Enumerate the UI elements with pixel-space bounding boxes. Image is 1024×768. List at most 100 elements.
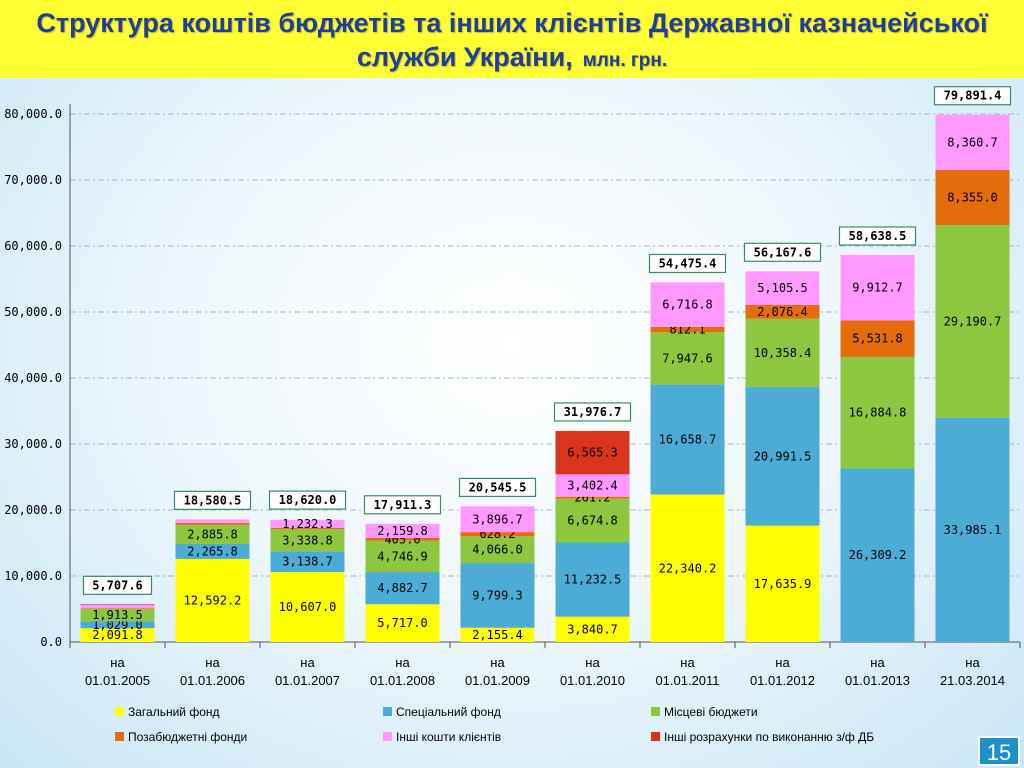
bar-segment xyxy=(460,506,535,533)
total-label: 58,638.5 xyxy=(849,229,907,243)
bar-segment xyxy=(365,538,440,541)
bar-data-label: 3,896.7 xyxy=(472,512,523,526)
total-label: 18,620.0 xyxy=(279,493,337,507)
bar-segment xyxy=(365,523,440,539)
bar-data-label: 17,635.9 xyxy=(754,577,812,591)
bar-segment xyxy=(650,332,725,385)
bar-segment xyxy=(175,524,250,544)
legend-label: Загальний фонд xyxy=(128,705,220,719)
slide-title-line2-text: служби України, xyxy=(356,42,573,72)
bar-segment xyxy=(935,225,1010,418)
bar-segment xyxy=(80,608,155,622)
y-tick-label: 50,000.0 xyxy=(4,305,62,319)
bar-segment xyxy=(745,318,820,388)
bar-data-label: 2,885.8 xyxy=(187,527,238,541)
legend-swatch xyxy=(651,732,660,741)
bar-segment xyxy=(650,326,725,333)
bar-segment xyxy=(270,519,345,528)
bar-segment xyxy=(175,519,250,523)
bar-data-label: 20,991.5 xyxy=(754,449,812,463)
bar-segment xyxy=(460,627,535,642)
bar-data-label: 1,232.3 xyxy=(282,517,333,531)
bar-data-label: 4,746.9 xyxy=(377,549,428,563)
x-tick-label-line1: на xyxy=(585,655,600,670)
total-box xyxy=(268,490,347,510)
legend-swatch xyxy=(115,707,124,716)
legend-label: Місцеві бюджети xyxy=(664,705,758,719)
bar-segment xyxy=(555,474,630,497)
total-label: 56,167.6 xyxy=(754,245,812,259)
total-label: 17,911.3 xyxy=(374,498,432,512)
bar-data-label: 4,882.7 xyxy=(377,581,428,595)
bar-segment xyxy=(460,536,535,564)
slide-title-line1: Структура коштів бюджетів та інших клієн… xyxy=(36,8,988,38)
x-tick-label-line1: на xyxy=(300,655,315,670)
total-label: 79,891.4 xyxy=(944,89,1002,103)
bar-data-label: 16,884.8 xyxy=(849,406,907,420)
bar-segment xyxy=(175,558,250,642)
bar-data-label: 3,402.4 xyxy=(567,479,618,493)
bar-data-label: 10,358.4 xyxy=(754,346,812,360)
x-tick-label-line1: на xyxy=(775,655,790,670)
bar-segment xyxy=(80,628,155,642)
bar-data-label: 10,607.0 xyxy=(279,600,337,614)
legend-label: Інші розрахунки по виконанню з/ф ДБ xyxy=(664,730,874,744)
page-number: 15 xyxy=(978,736,1020,766)
bar-segment xyxy=(840,356,915,469)
bar-data-label: 2,091.8 xyxy=(92,628,143,642)
x-tick-label-line2: 01.01.2012 xyxy=(750,673,815,688)
legend-label: Спеціальний фонд xyxy=(396,705,501,719)
bar-data-label: 8,355.0 xyxy=(947,190,998,204)
bar-segment xyxy=(175,522,250,525)
bar-segment xyxy=(270,527,345,530)
bar-data-label: 16,658.7 xyxy=(659,433,717,447)
x-tick-label-line2: 01.01.2008 xyxy=(370,673,435,688)
legend-swatch xyxy=(383,707,392,716)
bar-segment xyxy=(935,114,1010,170)
legend-swatch xyxy=(115,732,124,741)
bar-data-label: 3,138.7 xyxy=(282,555,333,569)
legend-swatch xyxy=(383,732,392,741)
bar-data-label: 6,716.8 xyxy=(662,298,713,312)
bar-data-label: 5,531.8 xyxy=(852,332,903,346)
x-tick-label-line2: 01.01.2010 xyxy=(560,673,625,688)
total-box xyxy=(648,253,727,274)
bar-segment xyxy=(840,320,915,357)
bar-segment xyxy=(460,532,535,537)
bar-data-label: 3,840.7 xyxy=(567,622,618,636)
bar-segment xyxy=(555,616,630,642)
total-box xyxy=(363,495,442,515)
bar-segment xyxy=(840,254,915,321)
bar-segment xyxy=(935,169,1010,226)
y-tick-label: 70,000.0 xyxy=(4,173,62,187)
legend-swatch xyxy=(651,707,660,716)
x-tick-label-line2: 01.01.2011 xyxy=(655,673,719,688)
total-box xyxy=(173,490,252,510)
bar-segment xyxy=(745,525,820,642)
bar-segment xyxy=(650,384,725,495)
bar-segment xyxy=(175,543,250,559)
bar-segment xyxy=(270,529,345,552)
slide-title-line2: служби України, млн. грн. xyxy=(0,40,1024,78)
x-tick-label-line2: 21.03.2014 xyxy=(940,673,1005,688)
stacked-bar-chart: 0.0 10,000.0 20,000.0 30,000.0 40,000.0 50,00… xyxy=(4,86,1021,744)
x-tick-label-line2: 01.01.2009 xyxy=(465,673,530,688)
y-tick-label: 40,000.0 xyxy=(4,371,62,385)
bar-segment xyxy=(745,271,820,305)
bar-segment xyxy=(365,540,440,573)
x-tick-label-line2: 01.01.2013 xyxy=(845,673,910,688)
total-box xyxy=(933,86,1012,106)
bar-data-label: 2,155.4 xyxy=(472,628,523,642)
x-tick-label-line2: 01.01.2007 xyxy=(275,673,340,688)
bar-data-label: 12,592.2 xyxy=(184,593,242,607)
bar-data-label: 6,674.8 xyxy=(567,513,618,527)
x-tick-label-line1: на xyxy=(490,655,505,670)
bar-segment xyxy=(555,430,630,475)
bar-segment xyxy=(270,551,345,572)
slide-title-unit: млн. грн. xyxy=(582,50,668,71)
x-tick-label-line1: на xyxy=(395,655,410,670)
bar-segment xyxy=(650,282,725,327)
total-label: 5,707.6 xyxy=(92,578,143,592)
bar-segment xyxy=(935,417,1010,642)
bar-data-label: 5,717.0 xyxy=(377,616,428,630)
